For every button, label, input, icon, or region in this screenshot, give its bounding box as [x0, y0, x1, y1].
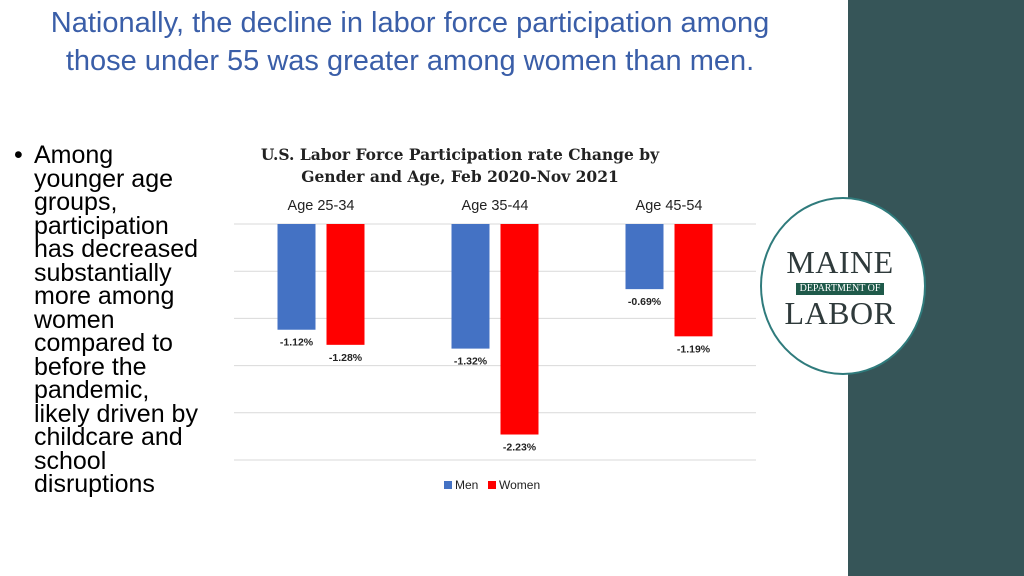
- logo-line-maine: MAINE: [786, 244, 894, 280]
- bar-men: [625, 224, 664, 290]
- chart-title: U.S. Labor Force Participation rate Chan…: [261, 145, 660, 164]
- legend-label: Men: [455, 478, 478, 492]
- bar-men: [277, 224, 316, 330]
- data-label: -1.12%: [280, 337, 314, 349]
- category-label: Age 45-54: [636, 198, 703, 214]
- category-label: Age 25-34: [288, 198, 355, 214]
- data-label: -1.28%: [329, 352, 363, 364]
- bullet-point: • Among younger age groups, participatio…: [14, 141, 204, 498]
- data-label: -1.19%: [677, 343, 711, 355]
- bar-women: [326, 224, 365, 345]
- category-label: Age 35-44: [462, 198, 529, 214]
- logo-band: DEPARTMENT OF: [795, 283, 885, 295]
- logo-line-labor: LABOR: [784, 295, 896, 331]
- slide-title: Nationally, the decline in labor force p…: [50, 7, 770, 77]
- maine-dol-logo: MAINE DEPARTMENT OF LABOR: [772, 246, 908, 329]
- legend-swatch-men: [444, 481, 452, 489]
- chart-title: Gender and Age, Feb 2020-Nov 2021: [301, 167, 619, 186]
- data-label: -1.32%: [454, 356, 488, 368]
- bar-women: [500, 224, 539, 435]
- legend-label: Women: [499, 478, 540, 492]
- bar-men: [451, 224, 490, 349]
- bullet-text: Among younger age groups, participation …: [34, 141, 199, 498]
- legend-swatch-women: [488, 481, 496, 489]
- bar-chart: U.S. Labor Force Participation rate Chan…: [234, 145, 756, 492]
- data-label: -0.69%: [628, 296, 662, 308]
- bullet-dot: •: [14, 141, 23, 169]
- data-label: -2.23%: [503, 442, 537, 454]
- bar-women: [674, 224, 713, 337]
